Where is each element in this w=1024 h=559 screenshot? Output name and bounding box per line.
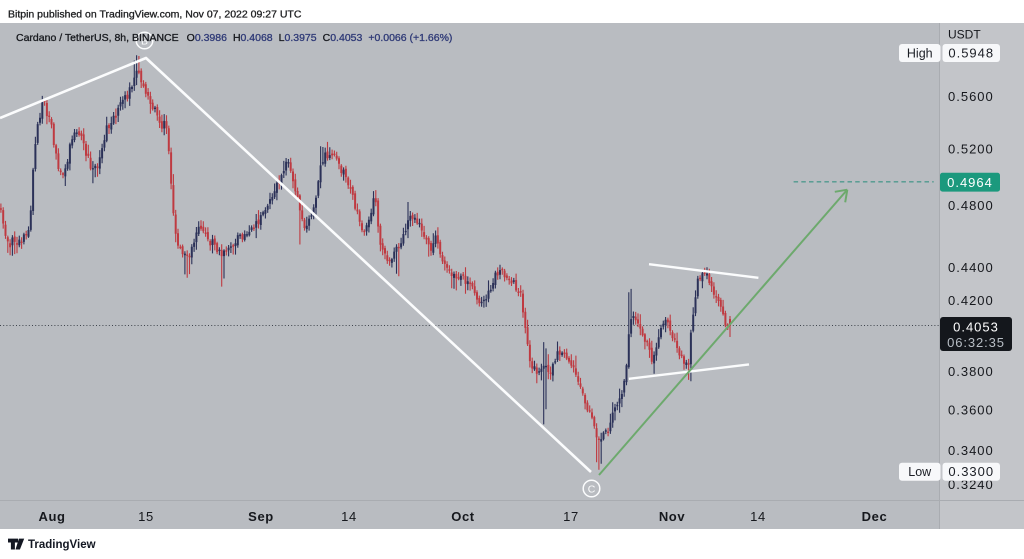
svg-text:TradingView: TradingView [28,539,96,551]
svg-text:14: 14 [750,509,766,524]
svg-text:0.3400: 0.3400 [948,443,994,458]
svg-text:Bitpin published on TradingVie: Bitpin published on TradingView.com, Nov… [8,9,302,21]
svg-text:0.4400: 0.4400 [948,260,994,275]
svg-text:14: 14 [341,509,357,524]
svg-text:0.4800: 0.4800 [948,198,994,213]
svg-text:C: C [588,483,596,495]
svg-text:15: 15 [138,509,154,524]
svg-text:B: B [141,35,148,47]
svg-text:USDT: USDT [948,28,981,42]
svg-text:0.5948: 0.5948 [948,45,994,60]
svg-text:0.3600: 0.3600 [948,402,994,417]
svg-text:Low: Low [908,465,932,479]
svg-text:0.3800: 0.3800 [948,364,994,379]
svg-text:0.3300: 0.3300 [948,464,994,479]
svg-text:High: High [907,46,933,60]
svg-text:Oct: Oct [451,509,475,524]
svg-text:0.5200: 0.5200 [948,141,994,156]
svg-text:0.4200: 0.4200 [948,293,994,308]
svg-text:Sep: Sep [248,509,274,524]
svg-text:0.4964: 0.4964 [947,175,993,190]
svg-text:0.3240: 0.3240 [948,477,994,492]
svg-text:17: 17 [563,509,579,524]
svg-text:Cardano / TetherUS, 8h, BINANC: Cardano / TetherUS, 8h, BINANCE O0.3986 H0… [16,32,452,44]
svg-text:0.4053: 0.4053 [953,320,999,335]
svg-text:06:32:35: 06:32:35 [947,335,1005,350]
svg-text:0.5600: 0.5600 [948,89,994,104]
svg-text:Dec: Dec [862,509,888,524]
svg-text:Aug: Aug [38,509,65,524]
svg-text:Nov: Nov [659,509,686,524]
